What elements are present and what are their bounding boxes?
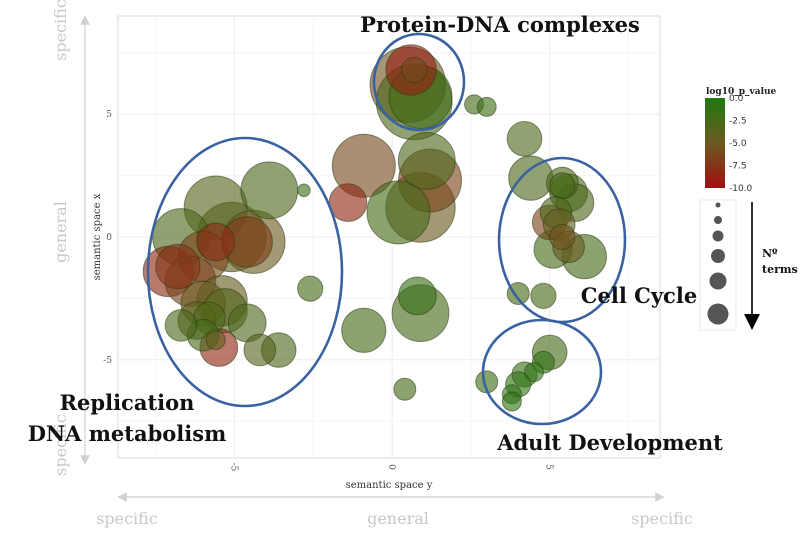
go-term-bubble	[549, 223, 576, 251]
go-term-bubble	[164, 309, 198, 342]
go-term-bubble	[393, 377, 417, 401]
go-term-bubble	[530, 282, 557, 309]
label-dna-metabolism: DNA metabolism	[28, 421, 227, 446]
y-tick-label: -5	[103, 356, 112, 366]
go-term-bubble	[401, 56, 428, 84]
go-term-bubble	[328, 183, 368, 223]
size-legend-circle	[712, 230, 724, 242]
go-term-bubble	[397, 132, 456, 190]
go-term-bubble	[501, 391, 522, 412]
x-tick-label: 5	[544, 464, 554, 470]
color-legend-tick: -10.0	[729, 184, 753, 194]
size-legend-circle	[707, 303, 729, 325]
label-adult-development: Adult Development	[496, 430, 723, 455]
color-legend-ticks: 0.0 -2.5 -5.0 -7.5 -10.0	[725, 94, 753, 194]
y-tick-label: 0	[106, 233, 112, 243]
x-axis-title: semantic space y	[346, 480, 433, 491]
y-axis-title: semantic space x	[92, 193, 103, 280]
go-term-bubble	[476, 96, 497, 117]
size-legend-label-1: Nº	[762, 247, 778, 260]
go-term-bubble	[240, 161, 299, 220]
size-legend-circle	[709, 272, 727, 290]
color-legend-tick: -2.5	[729, 117, 747, 127]
semantic-left-top: specific	[51, 0, 70, 61]
go-term-bubble	[205, 330, 226, 351]
go-term-bubble	[155, 243, 201, 290]
go-term-bubble	[549, 172, 576, 199]
go-term-bubble	[524, 362, 544, 383]
go-term-bubble	[508, 155, 554, 201]
semantic-bottom-mid: general	[367, 509, 429, 528]
go-term-bubble	[506, 121, 543, 157]
go-term-bubble	[398, 276, 437, 316]
color-legend-tick: -7.5	[729, 162, 747, 172]
y-tick-labels: 5 0 -5	[103, 110, 112, 366]
go-term-bubble	[297, 275, 324, 302]
semantic-bottom-left: specific	[96, 509, 158, 528]
cluster-ellipse-adult-development	[481, 318, 603, 426]
go-term-bubble	[366, 180, 431, 245]
x-tick-labels: -5 0 5	[229, 463, 554, 472]
cluster-ellipse-replication	[146, 136, 344, 408]
go-term-bubble	[297, 183, 311, 198]
y-tick-label: 5	[106, 110, 112, 120]
semantic-bottom-right: specific	[631, 509, 693, 528]
size-legend-circle	[715, 202, 721, 208]
size-legend-circle	[711, 249, 725, 263]
cluster-ellipse-protein-dna	[372, 32, 466, 132]
size-legend-label-2: terms	[762, 263, 798, 276]
go-term-bubble	[243, 333, 277, 367]
x-tick-label: 0	[386, 464, 396, 470]
semantic-left-mid: general	[51, 201, 70, 263]
color-legend-title: log10_p_value	[706, 87, 777, 97]
go-term-bubble	[196, 222, 236, 262]
go-term-bubble	[506, 282, 530, 305]
go-term-bubble	[341, 307, 387, 353]
x-tick-label: -5	[229, 463, 239, 472]
semantic-left-bottom: specific	[51, 414, 70, 476]
label-protein-dna-complexes: Protein-DNA complexes	[360, 12, 640, 37]
color-legend-tick: -5.0	[729, 139, 747, 149]
color-legend-tick: 0.0	[729, 94, 744, 104]
color-legend-bar	[705, 98, 725, 188]
bubbles	[142, 44, 608, 412]
label-replication: Replication	[60, 390, 195, 415]
size-legend-circle	[714, 216, 722, 224]
size-legend	[707, 202, 729, 325]
label-cell-cycle: Cell Cycle	[581, 283, 697, 308]
